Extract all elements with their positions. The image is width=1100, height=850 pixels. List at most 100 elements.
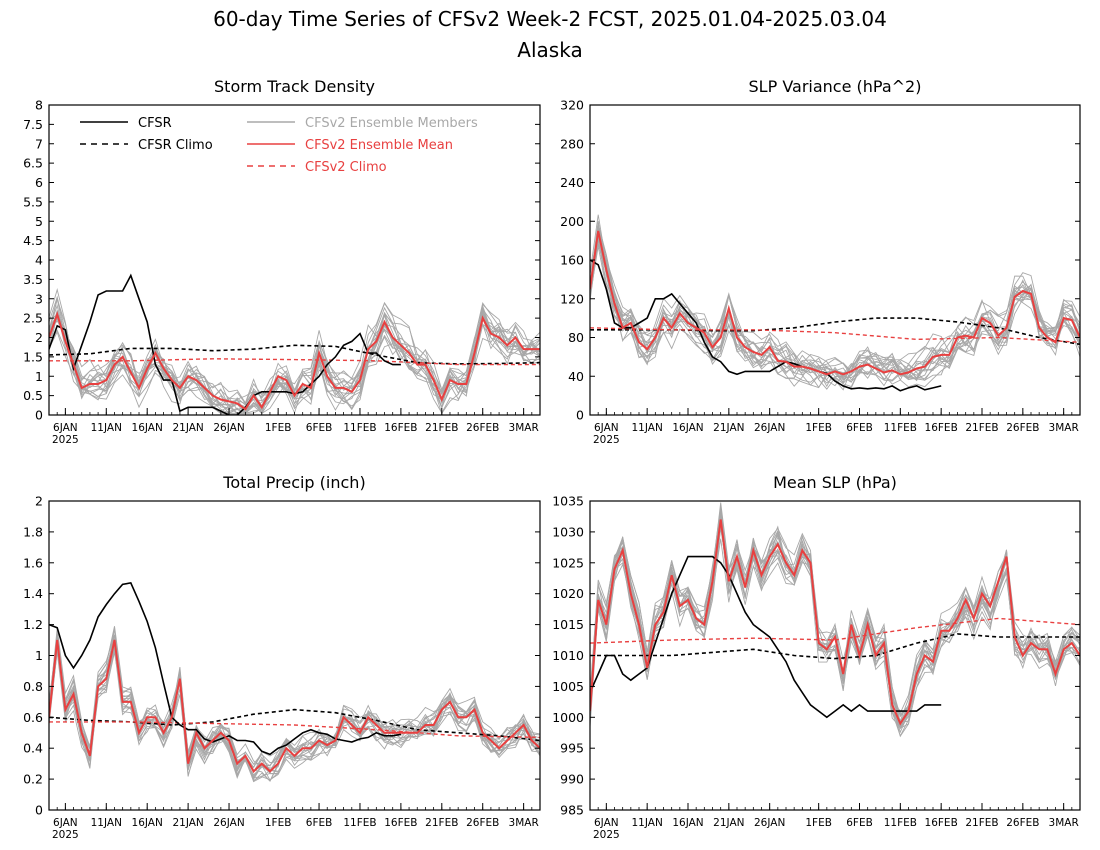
y-tick-label: 3.5 — [23, 272, 43, 287]
y-tick-label: 1035 — [552, 494, 584, 509]
y-tick-label: 1 — [35, 648, 43, 663]
cfsr-climo-line — [49, 344, 540, 365]
ensemble-mean-line — [49, 639, 540, 774]
y-tick-label: 5 — [35, 214, 43, 229]
y-tick-label: 0.5 — [23, 388, 43, 403]
x-tick-label: 6FEB — [306, 817, 333, 829]
y-tick-label: 7.5 — [23, 117, 43, 132]
y-tick-label: 985 — [560, 803, 584, 818]
x-tick-label: 11FEB — [884, 817, 917, 829]
cfsv2-climo-line — [49, 721, 540, 739]
y-tick-label: 7 — [35, 136, 43, 151]
ensemble-member-line — [49, 636, 540, 779]
x-tick-label: 26FEB — [1006, 422, 1039, 434]
x-tick-label: 26JAN — [754, 422, 785, 434]
y-tick-label: 120 — [560, 291, 584, 306]
y-tick-label: 2 — [35, 494, 43, 509]
x-tick-label: 6JAN — [594, 422, 619, 434]
legend-mean-label: CFSv2 Ensemble Mean — [305, 138, 453, 153]
y-tick-label: 0.8 — [23, 679, 43, 694]
y-tick-label: 1 — [35, 369, 43, 384]
x-year-label: 2025 — [52, 434, 79, 446]
x-tick-label: 26FEB — [466, 817, 499, 829]
y-tick-label: 1030 — [552, 524, 584, 539]
plot-frame — [48, 500, 541, 811]
x-tick-label: 26FEB — [466, 422, 499, 434]
x-tick-label: 21FEB — [425, 817, 458, 829]
y-tick-label: 80 — [568, 330, 584, 345]
plot-frame — [589, 104, 1081, 416]
panel-storm-track-density: Storm Track Density 0 0.5 1 1.5 2 2.5 3 3.5 4 4.5 5… — [23, 77, 541, 446]
cfsr-line — [49, 273, 401, 415]
x-tick-label: 6FEB — [846, 817, 873, 829]
y-tick-label: 995 — [560, 741, 584, 756]
y-tick-label: 200 — [560, 214, 584, 229]
x-tick-label: 16JAN — [132, 817, 163, 829]
ensemble-mean-line — [49, 311, 540, 411]
ensemble-member-line — [49, 642, 540, 781]
y-tick-label: 1010 — [552, 648, 584, 663]
x-tick-label: 16JAN — [132, 422, 163, 434]
y-tick-label: 1.5 — [23, 349, 43, 364]
y-tick-label: 4 — [35, 253, 43, 268]
x-tick-label: 1FEB — [265, 817, 292, 829]
x-tick-label: 6JAN — [53, 817, 78, 829]
ensemble-member-line — [49, 312, 540, 403]
y-tick-label: 0 — [35, 408, 43, 423]
plot-area — [49, 581, 540, 783]
x-tick-label: 16FEB — [925, 422, 958, 434]
x-year-label: 2025 — [593, 434, 620, 446]
ensemble-member-line — [590, 234, 1080, 386]
plot-area — [49, 273, 540, 415]
x-tick-label: 16FEB — [384, 817, 417, 829]
x-tick-label: 16JAN — [672, 817, 703, 829]
ensemble-member-line — [49, 640, 540, 778]
x-tick-label: 6JAN — [53, 422, 78, 434]
x-tick-label: 3MAR — [1049, 817, 1079, 829]
y-tick-label: 320 — [560, 98, 584, 113]
x-tick-label: 1FEB — [805, 422, 832, 434]
ensemble-member-line — [49, 304, 540, 414]
x-tick-label: 21JAN — [713, 817, 744, 829]
legend-cfsv2-climo-label: CFSv2 Climo — [305, 160, 387, 175]
x-tick-label: 3MAR — [509, 422, 539, 434]
x-year-label: 2025 — [52, 829, 79, 841]
x-tick-label: 26JAN — [213, 817, 244, 829]
x-tick-label: 11JAN — [632, 817, 663, 829]
y-tick-label: 8 — [35, 98, 43, 113]
x-tick-label: 21JAN — [172, 817, 203, 829]
x-tick-label: 11FEB — [884, 422, 917, 434]
x-tick-label: 11JAN — [91, 817, 122, 829]
cfsr-climo-line — [590, 633, 1080, 660]
plot-area — [590, 214, 1080, 392]
legend: CFSR CFSR Climo CFSv2 Ensemble Members C… — [80, 116, 478, 175]
y-tick-label: 2.5 — [23, 311, 43, 326]
ensemble-member-line — [590, 221, 1080, 381]
y-tick-label: 280 — [560, 136, 584, 151]
x-tick-label: 3MAR — [1049, 422, 1079, 434]
y-tick-label: 1.8 — [23, 524, 43, 539]
y-tick-label: 1020 — [552, 586, 584, 601]
x-year-label: 2025 — [593, 829, 620, 841]
y-tick-label: 1000 — [552, 710, 584, 725]
y-tick-label: 0 — [35, 803, 43, 818]
cfsv2-climo-line — [590, 327, 1080, 343]
y-tick-label: 1015 — [552, 617, 584, 632]
x-tick-label: 26JAN — [213, 422, 244, 434]
x-tick-label: 11FEB — [343, 817, 376, 829]
y-tick-label: 1025 — [552, 555, 584, 570]
x-tick-label: 6FEB — [846, 422, 873, 434]
ensemble-member-line — [49, 303, 540, 414]
x-tick-label: 16JAN — [672, 422, 703, 434]
x-tick-label: 26FEB — [1006, 817, 1039, 829]
cfsr-line — [590, 259, 942, 392]
x-tick-label: 6JAN — [594, 817, 619, 829]
y-tick-label: 160 — [560, 253, 584, 268]
y-tick-label: 1.4 — [23, 586, 43, 601]
panel-title: Mean SLP (hPa) — [773, 473, 897, 492]
panel-total-precip: Total Precip (inch) 0 0.2 0.4 0.6 0.8 1 1.2 1.4 1… — [23, 473, 541, 841]
y-tick-label: 3 — [35, 291, 43, 306]
panel-slp-variance: SLP Variance (hPa^2) 0 40 80 120 160 200 240 280… — [560, 77, 1081, 446]
x-tick-label: 6FEB — [306, 422, 333, 434]
